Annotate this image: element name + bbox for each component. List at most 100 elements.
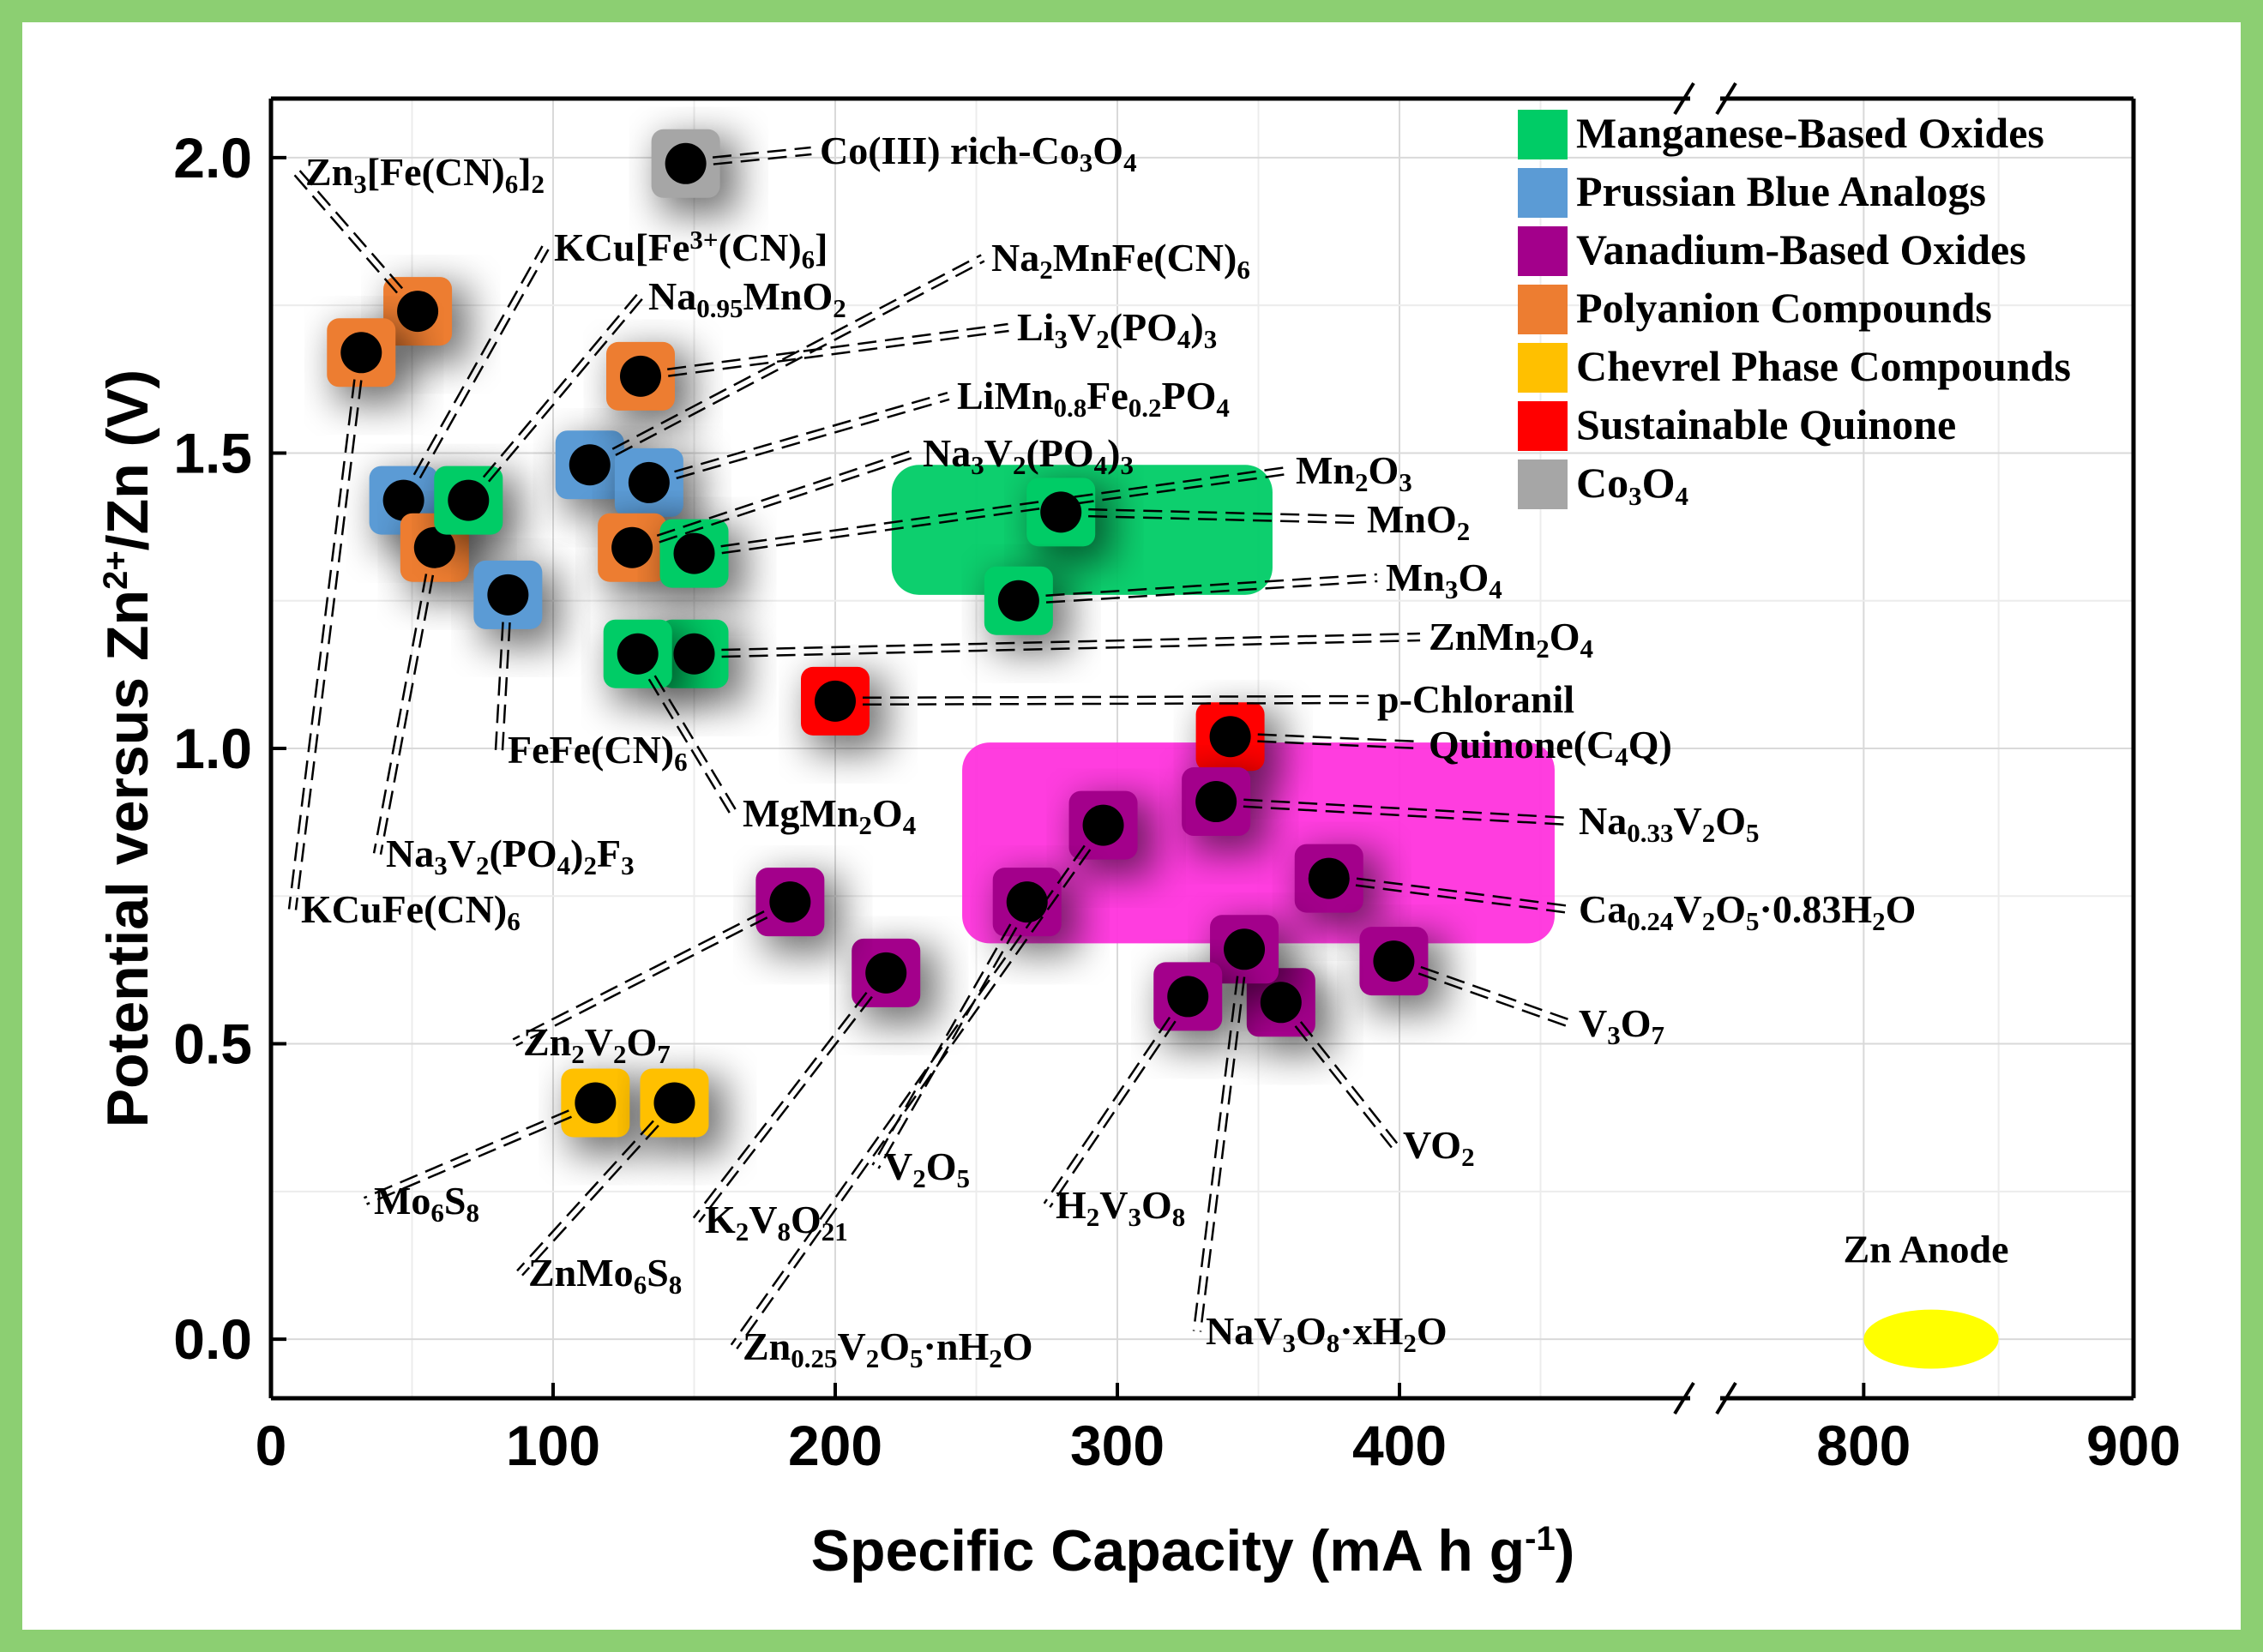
point-label: ZnMn2O4	[1429, 615, 1593, 664]
legend-swatch	[1518, 226, 1568, 276]
leader-line	[287, 351, 359, 910]
leader-line	[1049, 997, 1192, 1208]
point-label: H2V3O8	[1056, 1183, 1185, 1232]
zn-anode-label: Zn Anode	[1843, 1228, 2008, 1271]
leader-line	[298, 169, 422, 310]
leader-line	[698, 974, 890, 1223]
x-axis-title: Specific Capacity (mA h g-1)	[811, 1518, 1575, 1583]
leader-line	[694, 472, 1288, 558]
leader-line	[372, 546, 433, 854]
point-label: MgMn2O4	[743, 791, 916, 840]
data-point	[628, 461, 670, 503]
point-label: FeFe(CN)6	[508, 728, 688, 777]
point-label: NaV3O8·xH2O	[1206, 1309, 1447, 1358]
leader-line	[465, 293, 638, 499]
leader-line	[1061, 508, 1359, 518]
x-tick-label: 800	[1816, 1414, 1911, 1477]
point-label: Mo6S8	[374, 1179, 479, 1228]
point-label: KCuFe(CN)6	[301, 887, 521, 936]
data-point	[617, 633, 659, 675]
leader-line	[400, 245, 544, 500]
leader-line	[294, 352, 366, 910]
leader-line	[587, 254, 982, 463]
leader-line	[591, 260, 985, 469]
point-label: Na0.33V2O5	[1579, 799, 1760, 848]
leader-line	[516, 1099, 673, 1272]
point-label: Na3V2(PO4)3	[923, 431, 1134, 480]
x-tick-label: 200	[788, 1414, 882, 1477]
leader-line	[834, 694, 1369, 700]
point-labels: Zn3[Fe(CN)6]2 KCuFe(CN)6 KCu[Fe3+(CN)6] Na3…	[301, 129, 1916, 1373]
point-label: Zn2V2O7	[523, 1020, 671, 1069]
point-label: Na0.95MnO2	[648, 274, 846, 323]
x-tick-label: 900	[2086, 1414, 2181, 1477]
y-tick-label: 0.5	[173, 1012, 252, 1076]
leader-lines	[287, 146, 1572, 1350]
legend: Manganese-Based Oxides Prussian Blue Anal…	[1518, 109, 2071, 511]
data-point	[448, 479, 490, 521]
leader-line	[1192, 948, 1243, 1331]
point-label: VO2	[1403, 1123, 1475, 1172]
chart: Zn3[Fe(CN)6]2 KCuFe(CN)6 KCu[Fe3+(CN)6] Na3…	[95, 81, 2181, 1583]
x-tick-label: 0	[256, 1414, 287, 1477]
x-tick-label: 300	[1070, 1414, 1165, 1477]
data-point	[575, 1082, 617, 1124]
leader-line	[1043, 994, 1186, 1204]
point-label: Mn2O3	[1296, 448, 1412, 497]
leader-line	[1230, 731, 1421, 743]
leader-line	[640, 322, 1008, 375]
leader-line	[512, 898, 790, 1041]
leader-line	[1230, 738, 1420, 750]
leader-line	[470, 297, 644, 503]
leader-line	[1282, 1000, 1399, 1144]
leader-line	[1018, 573, 1377, 598]
point-label: MnO2	[1367, 497, 1470, 546]
data-point	[1082, 804, 1124, 846]
axes: 0 100 200 300 400 800 900 0.0 0.5 1.0 1.5 2.0 Specif…	[95, 81, 2181, 1583]
data-point	[619, 355, 661, 397]
legend-swatch	[1518, 168, 1568, 218]
legend-label: Chevrel Phase Compounds	[1576, 342, 2071, 390]
leader-line	[647, 391, 948, 481]
axis-break-mark	[1673, 1381, 1695, 1415]
legend-label: Vanadium-Based Oxides	[1576, 225, 2026, 273]
leader-line	[692, 970, 885, 1219]
data-points	[327, 129, 1446, 1155]
point-label: Co(III) rich-Co3O4	[820, 129, 1137, 177]
legend-label: Polyanion Compounds	[1576, 284, 1992, 332]
data-point	[397, 291, 439, 333]
data-point	[665, 142, 707, 184]
leader-line	[685, 153, 812, 169]
legend-swatch	[1518, 110, 1568, 159]
leader-line	[694, 639, 1421, 658]
y-tick-label: 2.0	[173, 126, 252, 189]
point-label: Na3V2(PO4)2F3	[386, 832, 635, 880]
data-point	[1224, 928, 1266, 970]
data-point	[569, 444, 611, 486]
legend-label: Co3O4	[1576, 459, 1688, 511]
x-tick-label: 400	[1352, 1414, 1447, 1477]
legend-swatch	[1518, 285, 1568, 334]
data-point	[1167, 976, 1209, 1018]
data-point	[611, 526, 653, 568]
leader-line	[634, 655, 732, 816]
leader-line	[630, 449, 914, 546]
leader-line	[366, 1104, 598, 1205]
leader-line	[632, 455, 916, 552]
point-label: Quinone(C4Q)	[1429, 723, 1672, 772]
data-point	[487, 574, 529, 616]
axis-break-mark	[1673, 81, 1695, 116]
leader-line	[693, 466, 1287, 551]
data-point	[1040, 491, 1082, 533]
leader-line	[1392, 963, 1570, 1028]
point-label: Zn0.25V2O5·nH2O	[743, 1325, 1033, 1373]
leader-line	[1216, 796, 1571, 820]
data-point	[1195, 781, 1237, 823]
legend-swatch	[1518, 460, 1568, 509]
axis-break-mark	[1715, 1381, 1737, 1415]
y-axis-title: Potential versus Zn2+/Zn (V)	[95, 369, 160, 1127]
point-label: V3O7	[1579, 1001, 1664, 1050]
point-label: V2O5	[884, 1144, 970, 1193]
data-point	[1373, 940, 1415, 982]
leader-line	[1199, 949, 1249, 1332]
